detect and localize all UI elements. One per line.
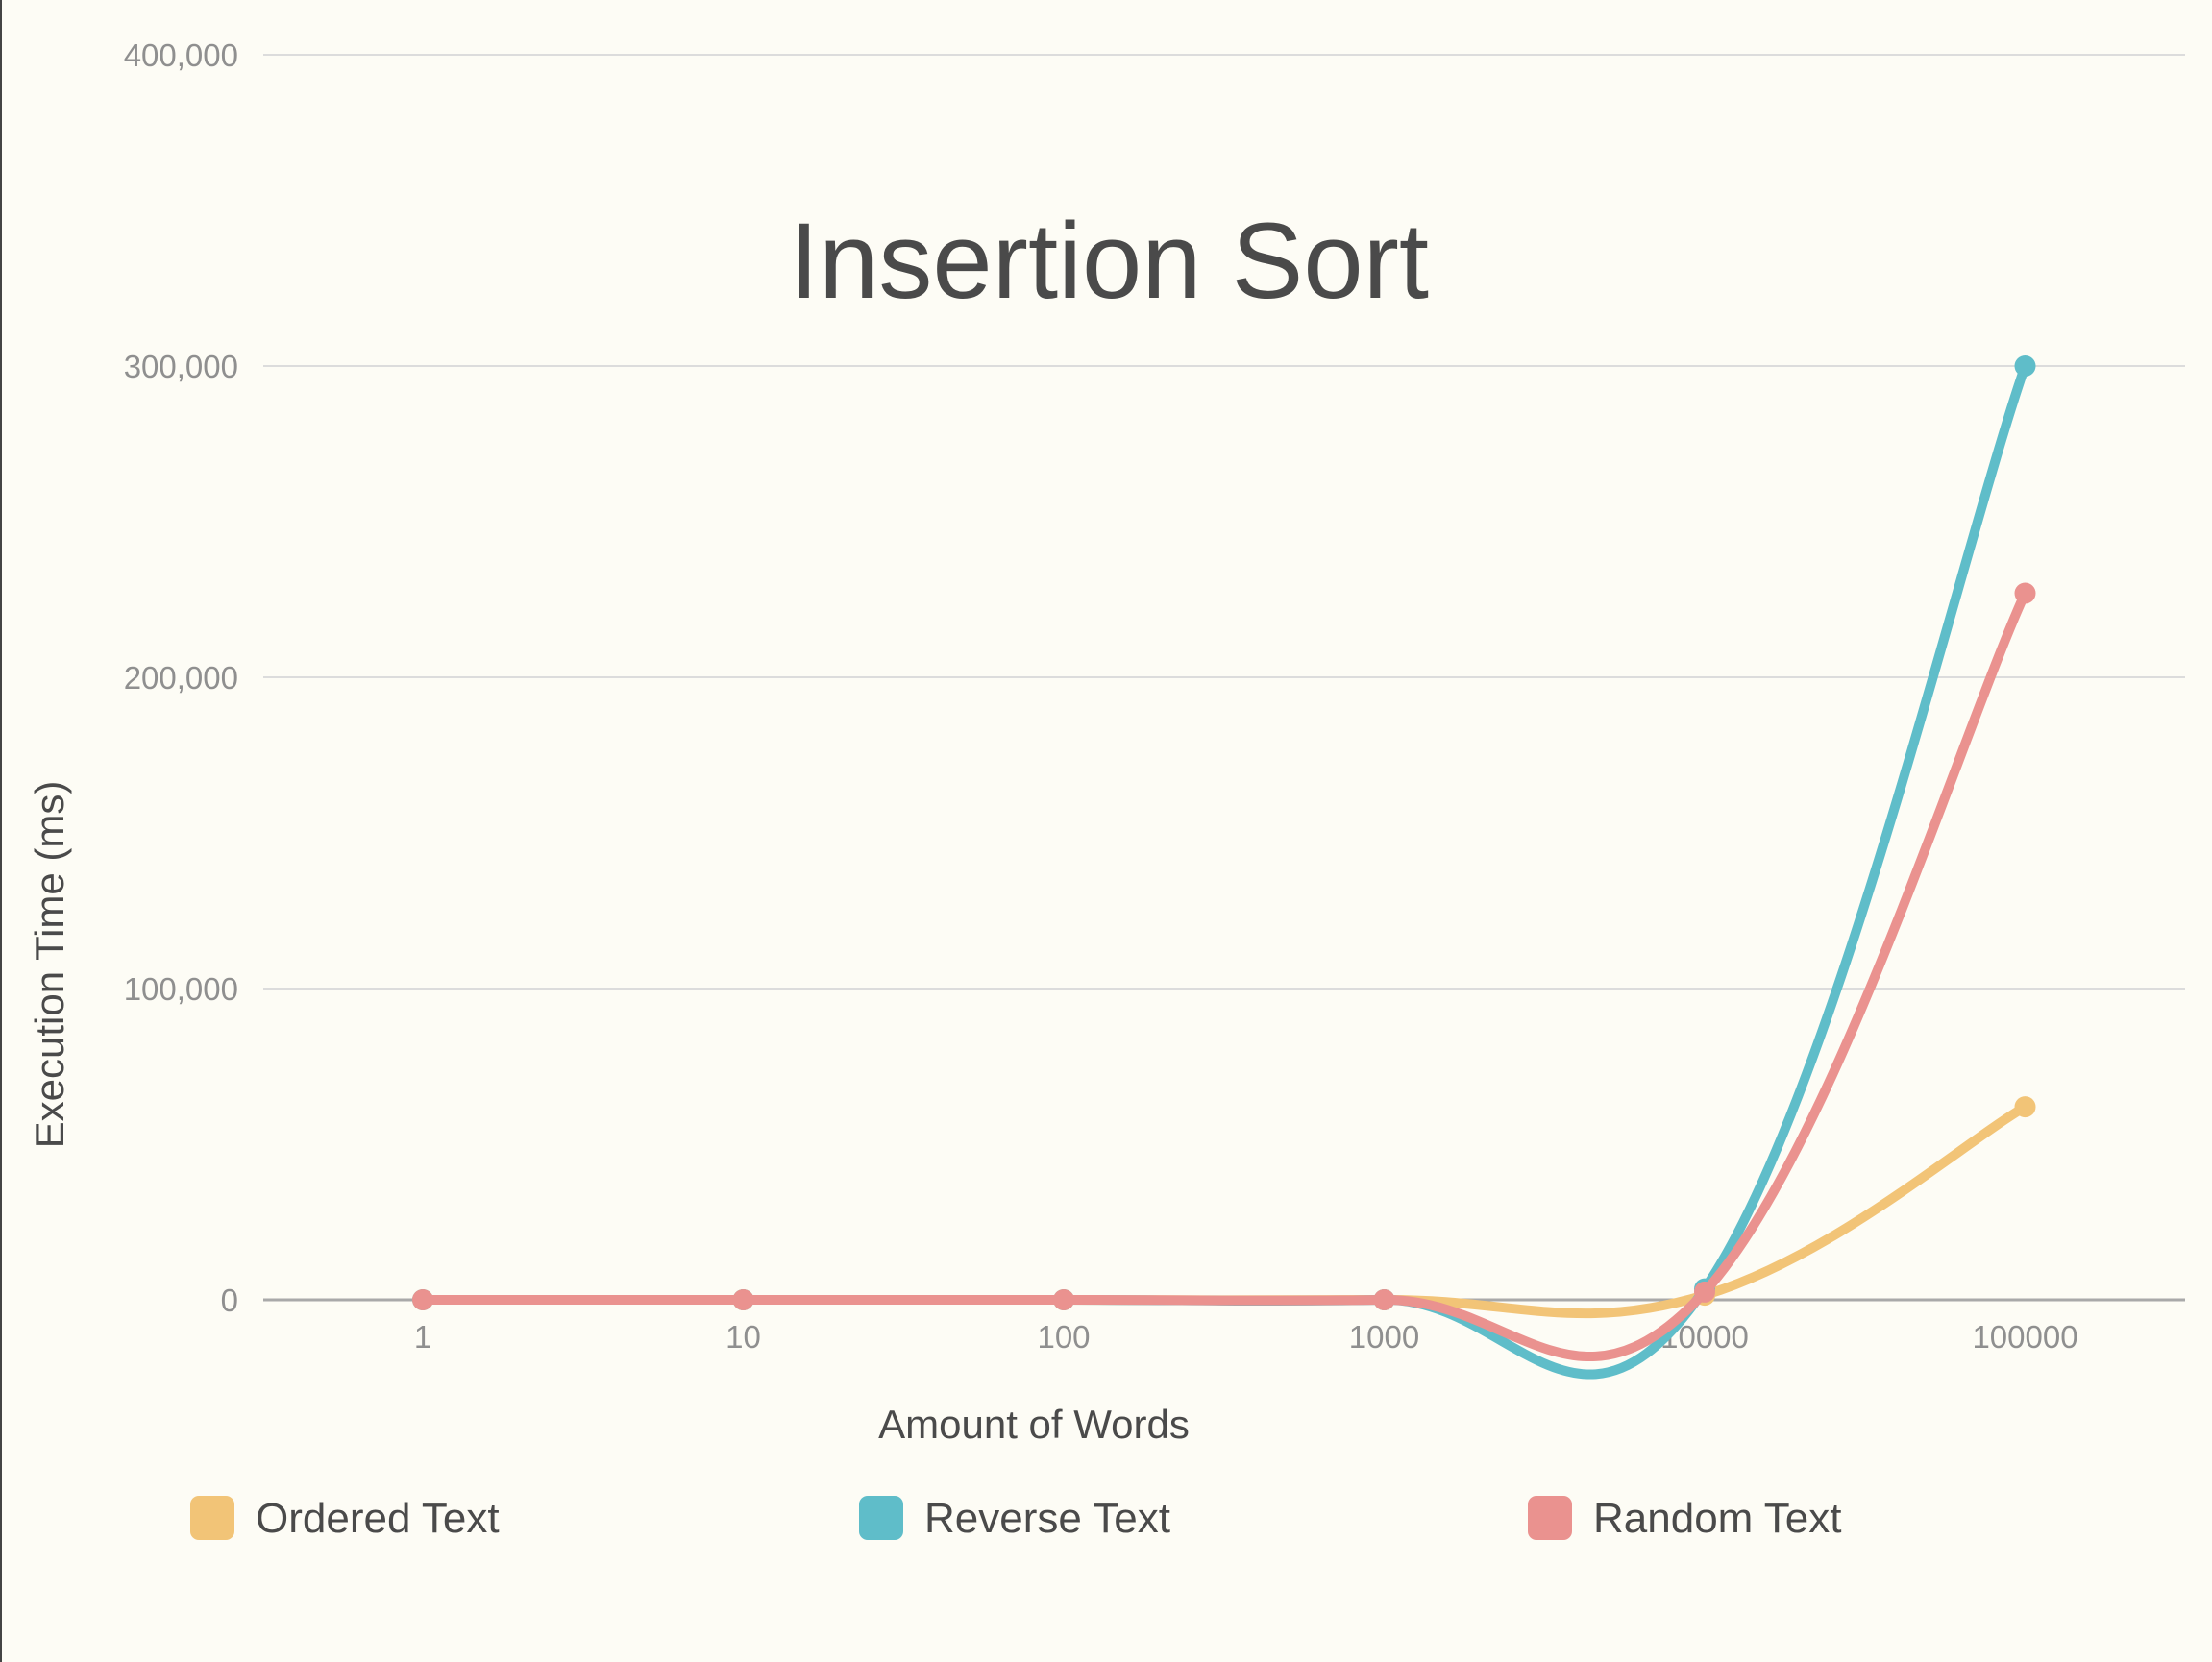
legend-swatch — [1528, 1496, 1572, 1540]
legend-swatch — [859, 1496, 903, 1540]
series-reverse-text — [412, 355, 2036, 1380]
y-tick-labels: 0 100,000 200,000 300,000 400,000 — [124, 37, 238, 1318]
data-point[interactable] — [1373, 1289, 1395, 1310]
x-tick-labels: 1 10 100 1000 10000 100000 — [414, 1319, 2078, 1355]
y-tick-label: 200,000 — [124, 660, 238, 696]
legend: Ordered Text Reverse Text Random Text — [190, 1495, 1841, 1542]
series-layer — [412, 355, 2036, 1380]
series-ordered-text — [412, 1096, 2036, 1319]
series-line — [418, 588, 2030, 1362]
data-point[interactable] — [732, 1289, 754, 1310]
x-tick-label: 1 — [414, 1319, 431, 1355]
data-point[interactable] — [2014, 355, 2036, 377]
chart-title: Insertion Sort — [789, 201, 1429, 321]
legend-swatch — [190, 1496, 234, 1540]
y-tick-label: 100,000 — [124, 971, 238, 1007]
legend-item[interactable]: Ordered Text — [190, 1495, 500, 1542]
data-point[interactable] — [412, 1289, 433, 1310]
series-line — [418, 361, 2030, 1380]
legend-label: Reverse Text — [924, 1495, 1170, 1542]
data-point[interactable] — [1694, 1281, 1715, 1303]
data-point[interactable] — [2014, 1096, 2036, 1118]
legend-label: Ordered Text — [256, 1495, 500, 1542]
x-tick-label: 10 — [725, 1319, 761, 1355]
data-point[interactable] — [1053, 1289, 1074, 1310]
legend-item[interactable]: Random Text — [1528, 1495, 1841, 1542]
y-axis-title: Execution Time (ms) — [27, 781, 72, 1149]
data-point[interactable] — [2014, 582, 2036, 604]
x-tick-label: 100 — [1037, 1319, 1090, 1355]
x-tick-label: 100000 — [1972, 1319, 2077, 1355]
series-random-text — [412, 582, 2036, 1362]
x-axis-title: Amount of Words — [878, 1402, 1190, 1447]
legend-label: Random Text — [1593, 1495, 1841, 1542]
y-tick-label: 0 — [221, 1283, 238, 1318]
y-tick-label: 300,000 — [124, 349, 238, 384]
x-tick-label: 1000 — [1349, 1319, 1419, 1355]
legend-item[interactable]: Reverse Text — [859, 1495, 1170, 1542]
y-tick-label: 400,000 — [124, 37, 238, 73]
